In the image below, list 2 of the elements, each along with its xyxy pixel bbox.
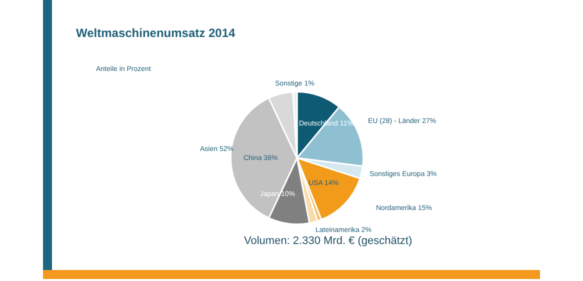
chart-title: Weltmaschinenumsatz 2014 (76, 26, 236, 40)
text: Volumen: 2.330 Mrd. € (geschätzt) (244, 235, 412, 247)
